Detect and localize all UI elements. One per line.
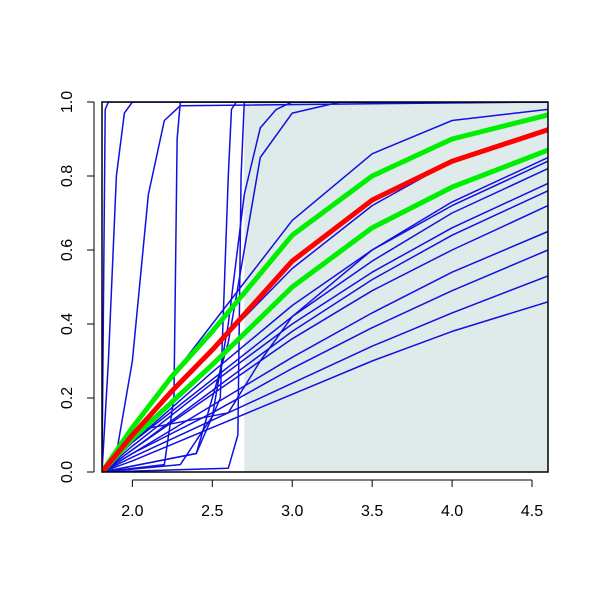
y-tick-label: 0.2: [59, 387, 76, 409]
series-line: [102, 102, 548, 472]
axes: 2.0 2.5 3.0 3.5 4.0 4.5 0.0 0.2 0.4 0.6 0.8 1.0: [59, 91, 549, 520]
series-line: [102, 301, 548, 472]
x-tick-label: 3.0: [281, 503, 303, 520]
series-line: [102, 102, 548, 472]
series-line: [102, 190, 548, 472]
series-line: [102, 127, 548, 472]
series-line: [102, 102, 548, 472]
series-line: [102, 102, 548, 472]
series-line: [102, 156, 548, 472]
x-tick-label: 2.0: [121, 503, 143, 520]
y-tick-label: 0.4: [59, 313, 76, 335]
series-line: [102, 112, 548, 472]
series-line: [102, 182, 548, 472]
y-tick-label: 0.0: [59, 461, 76, 483]
series-line: [102, 102, 548, 472]
x-tick-label: 4.0: [441, 503, 463, 520]
series-line: [102, 249, 548, 472]
y-tick-label: 0.6: [59, 239, 76, 261]
y-tick-label: 1.0: [59, 91, 76, 113]
plot-area: [102, 102, 548, 472]
series-line: [102, 275, 548, 472]
x-tick-label: 4.5: [521, 503, 543, 520]
series-line: [102, 102, 548, 472]
x-tick-label: 2.5: [201, 503, 223, 520]
y-tick-label: 0.8: [59, 165, 76, 187]
x-tick-label: 3.5: [361, 503, 383, 520]
plot-box: [101, 101, 549, 473]
series-line: [102, 147, 548, 472]
